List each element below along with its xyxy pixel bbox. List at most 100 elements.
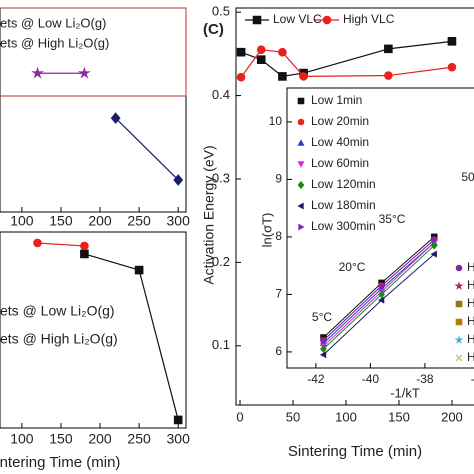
plot-frame — [286, 87, 474, 369]
x-tick-label: 150 — [49, 431, 73, 447]
legend-swatch — [297, 180, 305, 190]
data-point — [299, 72, 308, 81]
data-point — [378, 290, 385, 299]
legend-label: Low VLC — [273, 12, 322, 26]
y-axis-label: ln(σT) — [259, 213, 274, 248]
series-group — [319, 233, 438, 359]
y-tick-label: 9 — [275, 172, 282, 186]
data-point — [236, 47, 246, 57]
legend-label: H — [467, 278, 474, 292]
data-point — [110, 112, 121, 125]
legend-frame — [0, 7, 187, 97]
data-point — [134, 265, 144, 275]
y-tick-label: 8 — [275, 229, 282, 243]
series-line — [37, 242, 85, 247]
y-tick-label: 7 — [275, 287, 282, 301]
legend-swatch — [297, 97, 305, 105]
legend-swatch — [322, 15, 332, 25]
legend-swatch — [298, 223, 305, 231]
series-group — [31, 66, 184, 186]
legend-label: ets @ High Li₂O(g) — [0, 35, 109, 50]
y-tick-label: 0.5 — [212, 4, 230, 19]
legend-label: H — [467, 296, 474, 310]
legend-swatch — [455, 318, 463, 326]
legend-label: Low 40min — [311, 135, 369, 149]
x-tick-label: 200 — [88, 213, 112, 229]
annotation: 20°C — [339, 260, 366, 274]
legend-swatch — [297, 118, 305, 126]
legend-label: ets @ High Li₂O(g) — [0, 331, 118, 347]
data-point — [431, 236, 438, 244]
data-point — [377, 296, 385, 304]
x-tick-label: 100 — [10, 213, 34, 229]
y-tick-label: 10 — [269, 114, 283, 128]
legend-swatch — [297, 161, 305, 168]
x-tick-label: 100 — [10, 431, 34, 447]
x-tick-label: 300 — [167, 213, 191, 229]
x-tick-label: -40 — [362, 372, 380, 386]
series-line — [115, 117, 179, 181]
x-axis-label: ntering Time (min) — [0, 454, 120, 471]
legend-label: H — [467, 260, 474, 274]
legend-swatch — [297, 139, 305, 146]
x-tick-label: 200 — [88, 431, 112, 447]
x-tick-label: 100 — [335, 409, 357, 424]
legend-label: ets @ Low Li₂O(g) — [0, 303, 115, 319]
legend-swatch — [455, 300, 463, 308]
legend-swatch — [252, 15, 262, 25]
legend-label: Low 300min — [311, 219, 376, 233]
x-tick-label: 250 — [127, 213, 151, 229]
legend-label: Low 180min — [311, 198, 376, 212]
legend-swatch — [454, 335, 464, 344]
data-point — [447, 37, 457, 46]
x-axis-label: -1/kT — [390, 385, 420, 400]
legend-label: H — [467, 350, 474, 364]
x-axis-label: Sintering Time (min) — [288, 443, 422, 460]
panel-label: (C) — [203, 21, 224, 38]
data-point — [378, 282, 386, 290]
legend-label: Low 120min — [311, 177, 376, 191]
data-point — [236, 72, 246, 82]
data-point — [31, 66, 44, 79]
legend-label: Low 1min — [311, 93, 362, 107]
legend-label: High VLC — [343, 12, 395, 26]
x-tick-label: 150 — [388, 409, 410, 424]
inset-background — [287, 88, 474, 368]
y-tick-label: 6 — [275, 344, 282, 358]
data-point — [173, 415, 183, 425]
data-point — [256, 45, 266, 54]
legend-swatch — [454, 281, 464, 290]
x-tick-label: -38 — [416, 372, 434, 386]
data-point — [278, 72, 287, 81]
annotation: 35°C — [379, 212, 406, 226]
series-group — [33, 238, 183, 425]
plot-frame — [0, 231, 187, 429]
y-tick-label: 0.3 — [212, 170, 230, 185]
data-point — [319, 351, 327, 359]
legend-label: H — [467, 332, 474, 346]
data-point — [447, 62, 457, 72]
x-tick-label: 250 — [127, 431, 151, 447]
y-tick-label: 0.4 — [212, 87, 230, 102]
data-point — [320, 344, 327, 354]
x-tick-label: 200 — [441, 409, 463, 424]
data-point — [320, 336, 328, 344]
annotation: 5°C — [312, 310, 332, 324]
data-point — [430, 241, 438, 250]
legend-swatch — [455, 264, 463, 272]
data-point — [384, 44, 393, 54]
x-tick-label: 150 — [49, 213, 73, 229]
legend-label: H — [467, 314, 474, 328]
y-tick-label: 0.2 — [212, 254, 230, 269]
series-line — [240, 49, 453, 78]
legend-swatch — [455, 354, 463, 362]
data-point — [256, 55, 266, 65]
y-tick-label: 0.1 — [212, 337, 230, 352]
data-point — [33, 238, 42, 248]
legend-label: Low 20min — [311, 114, 369, 128]
data-point — [430, 250, 437, 258]
data-point — [80, 249, 89, 259]
x-tick-label: 300 — [167, 431, 191, 447]
